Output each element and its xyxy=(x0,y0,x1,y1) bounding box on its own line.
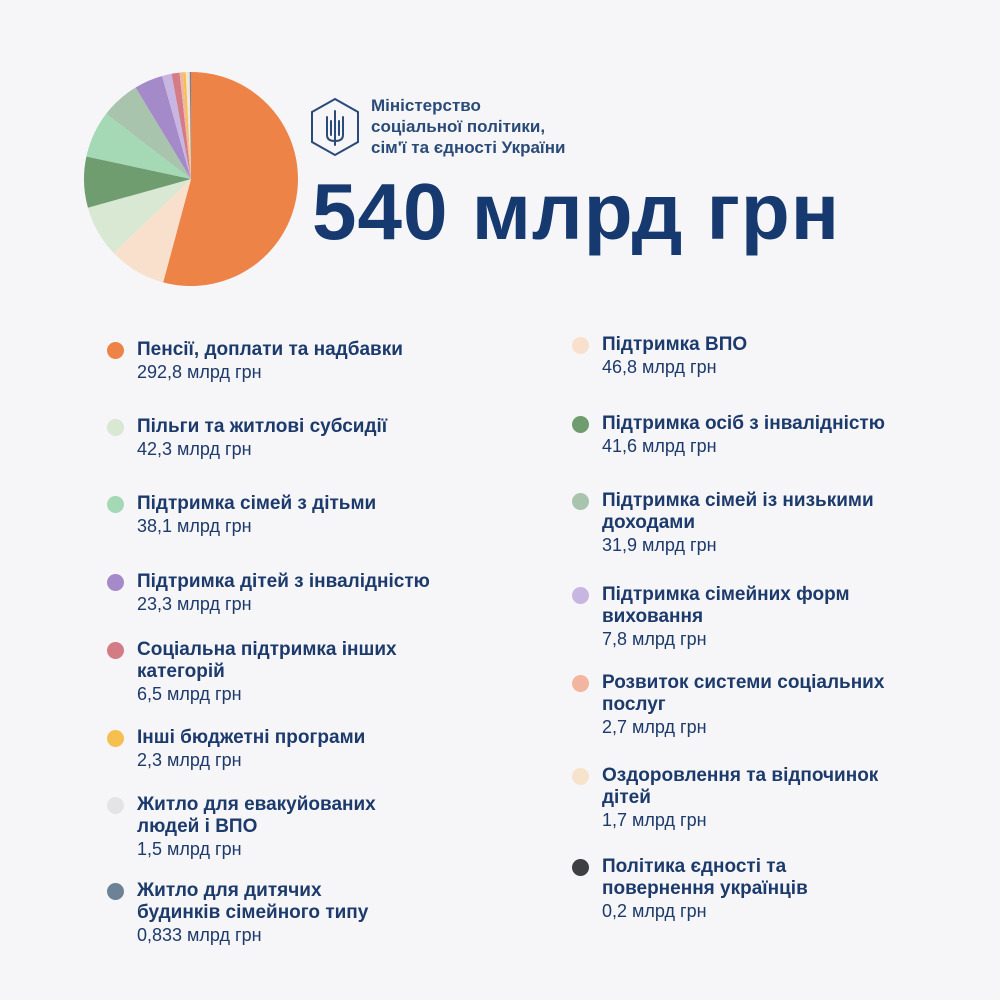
pie-slice-4 xyxy=(86,113,191,179)
legend-label: Інші бюджетні програми xyxy=(137,727,366,748)
legend-swatch xyxy=(107,496,124,513)
legend-value: 1,5 млрд грн xyxy=(137,839,242,859)
legend-value: 7,8 млрд грн xyxy=(602,629,707,649)
pie-slice-11 xyxy=(185,72,191,179)
legend-swatch xyxy=(572,493,589,510)
legend-item: Підтримка сімей з дітьми 38,1 млрд грн xyxy=(107,493,467,537)
legend-item: Житло для дитячих будинків сімейного тип… xyxy=(107,880,467,946)
legend-label: Пенсії, доплати та надбавки xyxy=(137,339,403,360)
legend-value: 46,8 млрд грн xyxy=(602,357,717,377)
legend-swatch xyxy=(572,416,589,433)
pie-slice-5 xyxy=(106,87,191,179)
ministry-name-line1: Міністерство xyxy=(371,96,481,115)
legend-item: Підтримка дітей з інвалідністю 23,3 млрд … xyxy=(107,571,467,615)
pie-slice-1 xyxy=(113,179,191,283)
legend-value: 38,1 млрд грн xyxy=(137,516,252,536)
legend-item: Підтримка ВПО 46,8 млрд грн xyxy=(572,334,932,378)
pie-slice-9 xyxy=(179,72,191,179)
legend-value: 0,2 млрд грн xyxy=(602,901,707,921)
legend-swatch xyxy=(107,419,124,436)
legend-item: Політика єдності та повернення українців… xyxy=(572,856,932,922)
ministry-name-line2: соціальної політики, xyxy=(371,117,546,136)
legend-value: 2,3 млрд грн xyxy=(137,750,242,770)
legend-label: Політика єдності та повернення українців xyxy=(602,856,808,899)
total-amount: 540 млрд грн xyxy=(312,167,841,256)
pie-chart xyxy=(83,71,298,286)
legend-item: Пільги та житлові субсидії 42,3 млрд грн xyxy=(107,416,467,460)
legend-item: Інші бюджетні програми 2,3 млрд грн xyxy=(107,727,467,771)
legend-swatch xyxy=(107,342,124,359)
legend-item: Підтримка сімейних форм виховання 7,8 млр… xyxy=(572,584,932,650)
pie-slice-3 xyxy=(83,156,191,208)
ministry-name-line3: сім'ї та єдності України xyxy=(371,138,566,157)
pie-slice-12 xyxy=(187,72,191,179)
legend-swatch xyxy=(572,587,589,604)
pie-slice-6 xyxy=(135,75,191,179)
legend-value: 0,833 млрд грн xyxy=(137,925,262,945)
ministry-logo xyxy=(311,97,359,157)
legend-value: 292,8 млрд грн xyxy=(137,362,262,382)
legend-item: Розвиток системи соціальних послуг 2,7 мл… xyxy=(572,672,932,738)
legend-item: Підтримка сімей із низькими доходами 31,9… xyxy=(572,490,932,556)
legend-value: 41,6 млрд грн xyxy=(602,436,717,456)
pie-slice-13 xyxy=(189,72,191,179)
legend-swatch xyxy=(107,730,124,747)
legend-label: Підтримка ВПО xyxy=(602,334,748,355)
legend-value: 1,7 млрд грн xyxy=(602,810,707,830)
pie-slice-2 xyxy=(87,179,191,253)
legend-label: Житло для евакуйованих людей і ВПО xyxy=(137,794,376,837)
legend-label: Оздоровлення та відпочинок дітей xyxy=(602,765,879,808)
pie-slice-10 xyxy=(182,72,191,179)
legend-label: Підтримка сімей із низькими доходами xyxy=(602,490,874,533)
legend-label: Соціальна підтримка інших категорій xyxy=(137,639,397,682)
legend-value: 23,3 млрд грн xyxy=(137,594,252,614)
legend-swatch xyxy=(572,768,589,785)
ministry-name: Міністерство соціальної політики, сім'ї … xyxy=(371,95,565,158)
legend-swatch xyxy=(107,574,124,591)
legend-item: Житло для евакуйованих людей і ВПО 1,5 мл… xyxy=(107,794,467,860)
legend-value: 6,5 млрд грн xyxy=(137,684,242,704)
legend-label: Підтримка осіб з інвалідністю xyxy=(602,413,885,434)
legend-swatch xyxy=(107,642,124,659)
pie-slice-7 xyxy=(162,73,191,179)
legend-swatch xyxy=(107,797,124,814)
legend-label: Підтримка дітей з інвалідністю xyxy=(137,571,430,592)
legend-item: Соціальна підтримка інших категорій 6,5 м… xyxy=(107,639,467,705)
legend-swatch xyxy=(572,859,589,876)
legend-label: Розвиток системи соціальних послуг xyxy=(602,672,885,715)
legend-swatch xyxy=(572,337,589,354)
legend-item: Пенсії, доплати та надбавки 292,8 млрд гр… xyxy=(107,339,467,383)
legend-value: 42,3 млрд грн xyxy=(137,439,252,459)
legend-swatch xyxy=(107,883,124,900)
legend-value: 2,7 млрд грн xyxy=(602,717,707,737)
legend-value: 31,9 млрд грн xyxy=(602,535,717,555)
legend-label: Підтримка сімей з дітьми xyxy=(137,493,377,514)
legend-label: Житло для дитячих будинків сімейного тип… xyxy=(137,880,369,923)
legend-item: Підтримка осіб з інвалідністю 41,6 млрд г… xyxy=(572,413,932,457)
legend-label: Пільги та житлові субсидії xyxy=(137,416,388,437)
legend-swatch xyxy=(572,675,589,692)
legend-item: Оздоровлення та відпочинок дітей 1,7 млрд… xyxy=(572,765,932,831)
pie-slice-8 xyxy=(171,72,191,179)
pie-slice-0 xyxy=(163,72,298,286)
legend-label: Підтримка сімейних форм виховання xyxy=(602,584,850,627)
